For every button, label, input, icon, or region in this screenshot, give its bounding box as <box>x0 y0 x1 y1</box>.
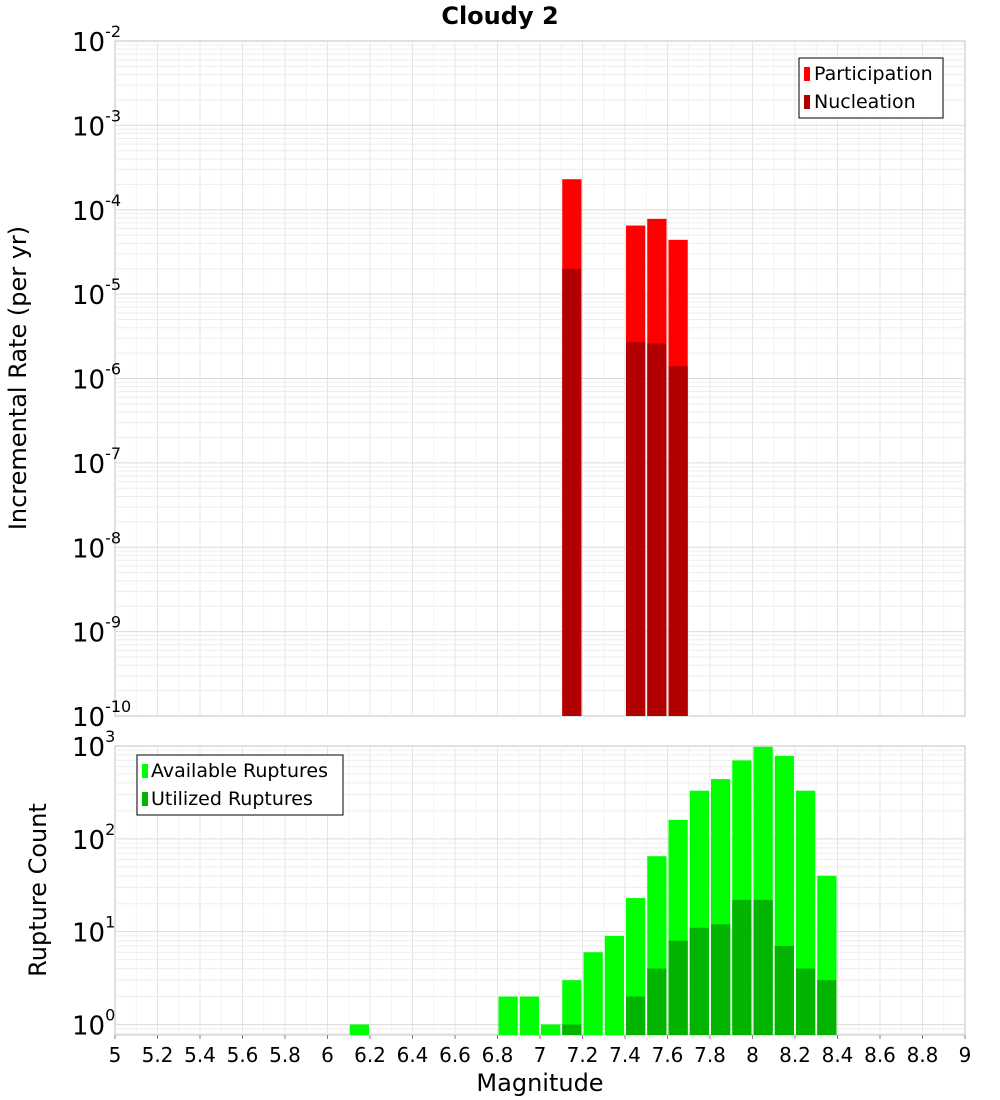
x-tick-label: 5 <box>109 1043 122 1067</box>
x-tick-label: 6.6 <box>439 1043 471 1067</box>
legend-nucleation-swatch <box>804 95 810 109</box>
x-tick-label: 6.2 <box>354 1043 386 1067</box>
available-ruptures-bar <box>583 952 603 1035</box>
bottom-legend-box <box>136 754 344 816</box>
y-tick-label: 10-3 <box>72 106 121 142</box>
utilized-ruptures-bar <box>732 899 752 1035</box>
utilized-ruptures-bar <box>626 996 646 1035</box>
x-tick-label: 6.4 <box>397 1043 429 1067</box>
top-y-axis-title: Incremental Rate (per yr) <box>4 226 32 530</box>
available-ruptures-bar <box>604 935 624 1035</box>
x-tick-label: 6 <box>321 1043 334 1067</box>
y-tick-label: 102 <box>72 820 115 856</box>
x-tick-label: 7.2 <box>567 1043 599 1067</box>
x-tick-label: 5.2 <box>142 1043 174 1067</box>
x-tick-label: 7.6 <box>652 1043 684 1067</box>
utilized-ruptures-bar <box>562 1024 582 1035</box>
x-tick-label: 7.8 <box>694 1043 726 1067</box>
bottom-panel: 103 102 101 100 5 5.2 5.4 5.6 5.8 6 6.2 6.4 6.6 6.8 7… <box>24 727 971 1097</box>
bottom-y-tick-labels: 103 102 101 100 <box>72 727 115 1041</box>
top-gridlines <box>115 41 965 716</box>
utilized-ruptures-bar <box>753 899 773 1035</box>
bottom-y-axis-title: Rupture Count <box>24 803 52 977</box>
utilized-ruptures-bar <box>647 968 667 1035</box>
bottom-legend: Available Ruptures Utilized Ruptures <box>136 754 344 816</box>
y-tick-label: 10-9 <box>72 613 121 649</box>
legend-utilized-swatch <box>142 792 148 806</box>
legend-participation-label: Participation <box>814 63 933 85</box>
nucleation-bar <box>647 343 667 716</box>
y-tick-label: 10-4 <box>72 191 121 227</box>
available-ruptures-bar <box>349 1024 369 1035</box>
x-tick-label: 8.8 <box>907 1043 939 1067</box>
x-tick-label: 6.8 <box>482 1043 514 1067</box>
available-ruptures-bar <box>541 1024 561 1035</box>
y-tick-label: 10-10 <box>72 697 131 733</box>
x-tick-label: 8.6 <box>864 1043 896 1067</box>
x-tick-label: 7 <box>534 1043 547 1067</box>
x-tick-label: 8.2 <box>779 1043 811 1067</box>
x-tick-label: 5.6 <box>227 1043 259 1067</box>
top-y-tick-labels: 10-2 10-3 10-4 10-5 10-6 10-7 10-8 10-9 10-10 <box>72 22 131 733</box>
utilized-ruptures-bar <box>668 940 688 1035</box>
top-legend: Participation Nucleation <box>798 57 944 119</box>
x-axis-title: Magnitude <box>476 1069 603 1097</box>
available-ruptures-bar <box>498 996 518 1035</box>
x-tick-label: 7.4 <box>609 1043 641 1067</box>
bottom-gridlines <box>115 746 965 1035</box>
top-bars <box>562 179 688 716</box>
nucleation-bar <box>626 342 646 716</box>
x-tick-label: 8 <box>746 1043 759 1067</box>
top-legend-box <box>798 57 944 119</box>
nucleation-bar <box>562 268 582 716</box>
legend-utilized-label: Utilized Ruptures <box>151 788 313 810</box>
x-tick-label: 5.8 <box>269 1043 301 1067</box>
x-tick-labels: 5 5.2 5.4 5.6 5.8 6 6.2 6.4 6.6 6.8 7 7.2 7.4 7.6 7.8 8… <box>109 1035 972 1067</box>
top-panel: 10-2 10-3 10-4 10-5 10-6 10-7 10-8 10-9 10-10 In… <box>4 22 966 733</box>
y-tick-label: 10-2 <box>72 22 121 58</box>
legend-available-swatch <box>142 764 148 778</box>
x-tick-label: 5.4 <box>184 1043 216 1067</box>
utilized-ruptures-bar <box>796 968 816 1035</box>
available-ruptures-bar <box>562 980 582 1035</box>
y-tick-label: 10-5 <box>72 275 121 311</box>
legend-nucleation-label: Nucleation <box>814 91 916 113</box>
x-tick-label: 9 <box>959 1043 972 1067</box>
y-tick-label: 101 <box>72 913 115 949</box>
utilized-ruptures-bar <box>817 980 837 1035</box>
y-tick-label: 100 <box>72 1005 115 1041</box>
bottom-bars <box>349 746 837 1035</box>
y-tick-label: 10-6 <box>72 360 121 396</box>
nucleation-bar <box>668 366 688 716</box>
utilized-ruptures-bar <box>711 924 731 1035</box>
y-tick-label: 10-7 <box>72 444 121 480</box>
utilized-ruptures-bar <box>774 946 794 1035</box>
chart-title: Cloudy 2 <box>441 2 558 30</box>
legend-available-label: Available Ruptures <box>151 760 328 782</box>
y-tick-label: 103 <box>72 727 115 763</box>
x-tick-label: 8.4 <box>822 1043 854 1067</box>
available-ruptures-bar <box>519 996 539 1035</box>
utilized-ruptures-bar <box>689 927 709 1035</box>
legend-participation-swatch <box>804 67 810 81</box>
y-tick-label: 10-8 <box>72 528 121 564</box>
